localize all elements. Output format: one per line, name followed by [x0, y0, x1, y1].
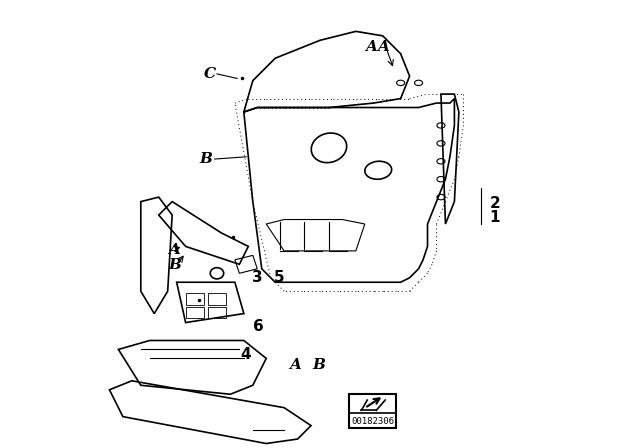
Text: 4: 4 — [240, 347, 250, 362]
Text: 5: 5 — [273, 270, 284, 285]
Text: B: B — [199, 152, 212, 166]
Text: 3: 3 — [252, 270, 262, 285]
Bar — [186, 307, 204, 318]
Bar — [186, 293, 204, 305]
Text: A: A — [168, 243, 180, 257]
Text: B: B — [168, 258, 181, 272]
Text: 00182306: 00182306 — [351, 417, 394, 426]
Bar — [208, 307, 226, 318]
Text: A: A — [377, 40, 388, 54]
Text: B: B — [313, 358, 326, 372]
Text: A: A — [365, 40, 378, 54]
Text: 1: 1 — [490, 210, 500, 225]
Text: 2: 2 — [490, 196, 500, 211]
Text: 6: 6 — [253, 319, 264, 334]
Text: C: C — [204, 67, 216, 81]
Bar — [208, 293, 226, 305]
Bar — [349, 394, 396, 428]
Text: A: A — [289, 358, 301, 372]
